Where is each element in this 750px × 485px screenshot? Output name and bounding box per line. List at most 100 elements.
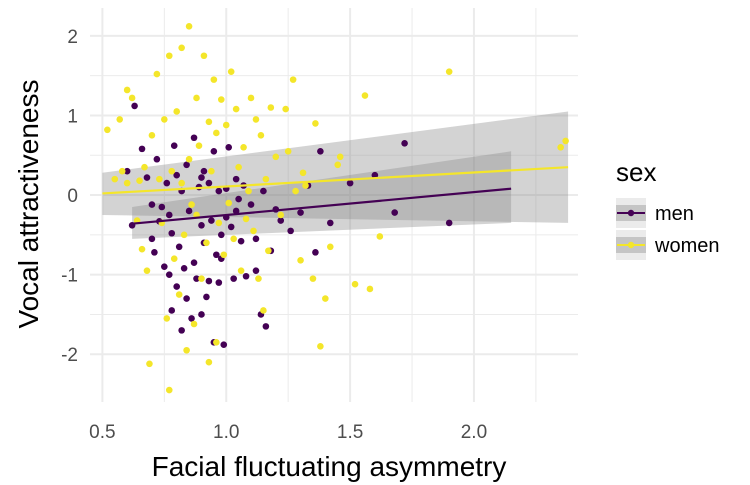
point-women	[262, 175, 270, 183]
point-men	[213, 251, 220, 259]
point-men	[371, 171, 379, 179]
point-men	[161, 263, 168, 270]
point-men	[198, 174, 205, 181]
point-women	[205, 358, 213, 366]
point-men	[178, 327, 185, 334]
point-women	[170, 255, 178, 263]
trend-line-men	[132, 187, 512, 225]
trend-lines	[102, 166, 569, 225]
y-tick-label: 1	[67, 106, 78, 127]
point-men	[143, 174, 151, 181]
point-women	[312, 120, 319, 127]
point-men	[165, 271, 173, 278]
point-women	[247, 94, 255, 102]
point-women	[104, 126, 111, 134]
point-women	[361, 92, 369, 99]
point-men	[260, 187, 267, 195]
point-women	[222, 121, 230, 129]
point-women	[242, 215, 250, 223]
y-axis-ticks: -2 -1 0 1 2	[61, 27, 78, 366]
point-women	[128, 94, 136, 102]
point-men	[151, 249, 158, 256]
point-women	[208, 167, 215, 175]
point-women	[326, 243, 334, 251]
point-women	[297, 257, 304, 264]
point-women	[161, 116, 168, 123]
point-women	[237, 267, 245, 274]
point-women	[116, 116, 124, 123]
point-men	[205, 277, 213, 285]
point-men	[198, 221, 205, 229]
point-men	[163, 179, 171, 187]
point-women	[165, 52, 173, 60]
point-men	[123, 167, 131, 175]
point-men	[153, 155, 161, 163]
point-women	[376, 233, 384, 240]
point-women	[163, 315, 171, 322]
point-women	[198, 275, 205, 282]
point-women	[118, 167, 126, 175]
point-men	[198, 311, 205, 318]
point-men	[190, 259, 198, 267]
point-men	[312, 249, 319, 256]
point-men	[215, 279, 223, 286]
point-women	[123, 179, 131, 187]
legend-label-women: women	[654, 235, 719, 257]
point-men	[252, 235, 260, 243]
point-men	[185, 207, 193, 215]
point-men	[445, 219, 453, 227]
point-women	[141, 163, 148, 171]
x-tick-label: 1.5	[337, 422, 363, 443]
point-men	[165, 211, 173, 219]
point-women	[195, 142, 203, 150]
y-tick-label: -1	[61, 266, 78, 287]
legend-label-men: men	[655, 203, 694, 225]
point-women	[255, 275, 262, 282]
point-women	[153, 70, 161, 78]
point-women	[562, 137, 569, 145]
point-men	[247, 201, 255, 208]
point-women	[183, 346, 190, 354]
point-men	[235, 195, 242, 203]
point-women	[188, 201, 195, 208]
point-women	[190, 320, 198, 328]
point-women	[336, 153, 344, 161]
point-women	[210, 76, 218, 83]
point-women	[185, 155, 193, 163]
point-women	[267, 104, 275, 111]
point-men	[190, 134, 198, 142]
point-women	[220, 251, 228, 259]
x-tick-label: 0.5	[89, 422, 115, 443]
point-men	[193, 275, 200, 282]
point-men	[217, 231, 225, 239]
point-men	[175, 243, 183, 251]
point-women	[289, 76, 297, 83]
x-tick-label: 2.0	[461, 422, 487, 443]
point-men	[180, 264, 188, 272]
point-women	[334, 161, 342, 169]
point-men	[287, 227, 294, 235]
point-women	[178, 44, 185, 52]
point-women	[252, 116, 260, 123]
point-women	[557, 143, 564, 151]
point-women	[143, 267, 151, 274]
point-women	[302, 182, 309, 189]
point-women	[235, 163, 242, 171]
point-men	[232, 175, 240, 183]
point-women	[250, 227, 257, 235]
point-men	[131, 102, 138, 110]
point-men	[188, 315, 195, 322]
point-women	[156, 175, 163, 183]
x-axis-title: Facial fluctuating asymmetry	[152, 451, 507, 482]
point-men	[317, 147, 324, 155]
point-women	[317, 342, 324, 350]
point-men	[230, 275, 237, 282]
point-women	[292, 187, 299, 195]
point-men	[183, 161, 190, 169]
point-men	[326, 219, 334, 227]
point-men	[227, 223, 235, 231]
point-women	[136, 177, 143, 185]
trend-line-women	[102, 166, 569, 195]
point-women	[225, 199, 233, 207]
